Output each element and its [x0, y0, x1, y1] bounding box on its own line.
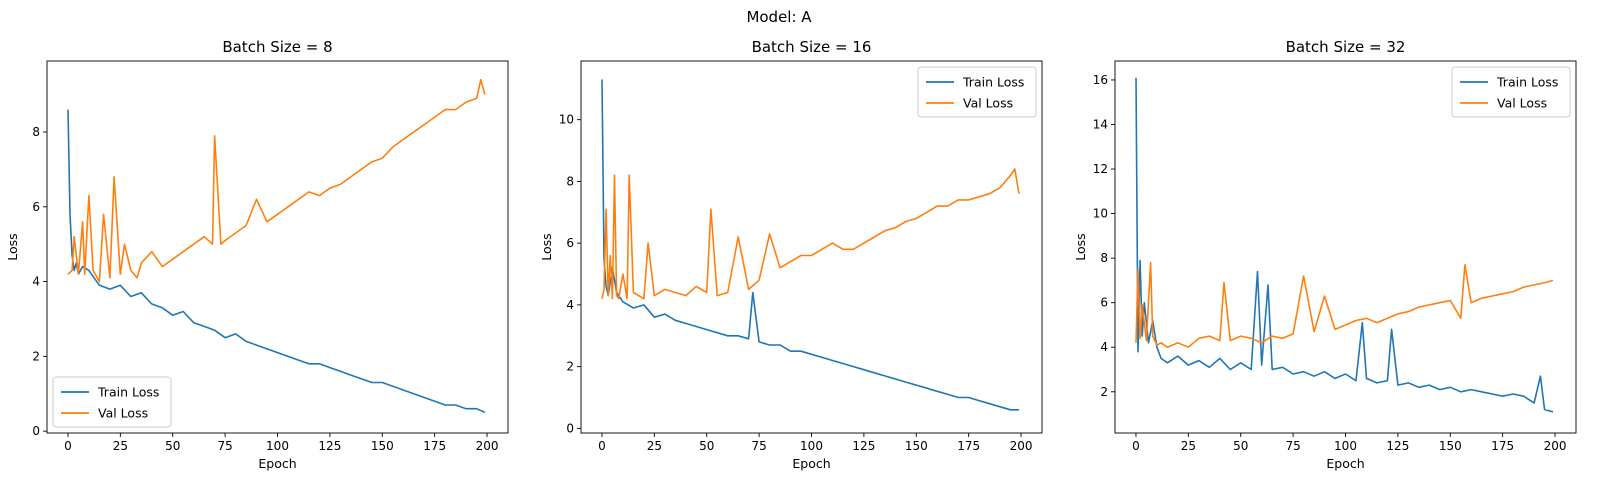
y-tick-label: 10	[1093, 207, 1108, 221]
x-tick-label: 25	[113, 439, 128, 453]
series-line-val-loss	[1135, 261, 1554, 349]
legend-label: Val Loss	[963, 96, 1013, 111]
y-tick-label: 6	[566, 236, 574, 250]
y-tick-label: 8	[32, 125, 40, 139]
y-tick-label: 16	[1093, 73, 1108, 87]
y-tick-label: 2	[32, 349, 40, 363]
x-tick-label: 0	[1132, 439, 1140, 453]
charts-layer: Batch Size = 80 25 50 75 100 125 150 175 2000246…	[5, 38, 1577, 471]
chart-3: Batch Size = 32 0 25 50 75 100 125 150 175 200 2 4 6…	[1073, 38, 1577, 471]
series-line-train-loss	[601, 79, 1019, 411]
legend-box	[917, 66, 1037, 118]
x-tick-label: 75	[751, 439, 766, 453]
x-tick-label: 100	[266, 439, 289, 453]
y-tick-label: 8	[1100, 251, 1108, 265]
series-line-val-loss	[67, 78, 486, 283]
x-axis-label: Epoch	[258, 456, 296, 471]
x-axis-label: Epoch	[1326, 456, 1364, 471]
x-tick-label: 0	[598, 439, 606, 453]
x-tick-label: 50	[1233, 439, 1248, 453]
x-tick-label: 200	[476, 439, 499, 453]
legend: Train Loss Val Loss	[52, 376, 172, 428]
y-tick-label: 8	[566, 174, 574, 188]
legend-box	[1451, 66, 1571, 118]
x-tick-label: 125	[318, 439, 341, 453]
chart-title: Batch Size = 8	[222, 38, 332, 56]
x-tick-label: 75	[1285, 439, 1300, 453]
x-tick-label: 50	[165, 439, 180, 453]
y-tick-label: 6	[32, 200, 40, 214]
figure-suptitle: Model: A	[746, 8, 812, 26]
legend-label: Val Loss	[98, 406, 148, 421]
legend-label: Train Loss	[962, 75, 1024, 90]
legend-label: Val Loss	[1497, 96, 1547, 111]
x-tick-label: 150	[1439, 439, 1462, 453]
series-line-train-loss	[67, 109, 486, 414]
chart-1: Batch Size = 8 0 25 50 75 100 125 150 175 200 0 2 4 6…	[5, 38, 509, 471]
series-line-train-loss	[1135, 77, 1554, 413]
y-axis-label: Loss	[1073, 233, 1088, 260]
x-tick-label: 200	[1544, 439, 1567, 453]
legend: Train Loss Val Loss	[1451, 66, 1571, 118]
y-tick-label: 2	[566, 360, 574, 374]
x-tick-label: 25	[647, 439, 662, 453]
y-tick-label: 4	[566, 298, 574, 312]
chart-series-group	[67, 78, 486, 414]
x-tick-label: 25	[1181, 439, 1196, 453]
chart-series-group	[1135, 77, 1554, 413]
y-tick-label: 14	[1093, 117, 1108, 131]
x-tick-label: 100	[800, 439, 823, 453]
y-axis-label: Loss	[5, 233, 20, 260]
x-tick-label: 150	[371, 439, 394, 453]
x-tick-label: 175	[1491, 439, 1514, 453]
y-tick-label: 4	[32, 275, 40, 289]
y-tick-label: 0	[566, 421, 574, 435]
x-tick-label: 0	[64, 439, 72, 453]
x-tick-label: 150	[905, 439, 928, 453]
chart-2: Batch Size = 16 0 25 50 75 100 125 150 175 200 0 2 4…	[539, 38, 1043, 471]
y-tick-label: 10	[559, 113, 574, 127]
x-tick-label: 125	[1386, 439, 1409, 453]
y-tick-label: 0	[32, 424, 40, 438]
legend: Train Loss Val Loss	[917, 66, 1037, 118]
x-tick-label: 50	[699, 439, 714, 453]
y-tick-label: 6	[1100, 296, 1108, 310]
x-tick-label: 75	[217, 439, 232, 453]
chart-title: Batch Size = 16	[752, 38, 872, 56]
legend-box	[52, 376, 172, 428]
chart-title: Batch Size = 32	[1286, 38, 1406, 56]
x-tick-label: 175	[423, 439, 446, 453]
y-tick-label: 4	[1100, 340, 1108, 354]
x-axis-label: Epoch	[792, 456, 830, 471]
legend-label: Train Loss	[97, 385, 159, 400]
y-axis-label: Loss	[539, 233, 554, 260]
legend-label: Train Loss	[1496, 75, 1558, 90]
x-tick-label: 100	[1334, 439, 1357, 453]
y-tick-label: 2	[1100, 385, 1108, 399]
series-line-val-loss	[601, 168, 1020, 300]
y-tick-label: 12	[1093, 162, 1108, 176]
x-tick-label: 175	[957, 439, 980, 453]
x-tick-label: 200	[1010, 439, 1033, 453]
chart-series-group	[601, 79, 1020, 411]
x-tick-label: 125	[852, 439, 875, 453]
